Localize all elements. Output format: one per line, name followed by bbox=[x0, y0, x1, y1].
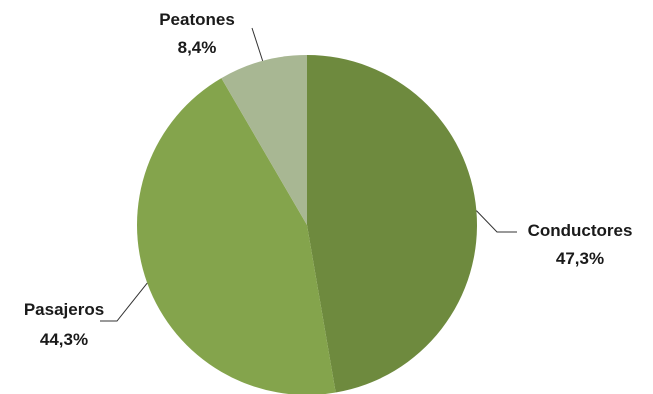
label-group-peatones: Peatones 8,4% bbox=[159, 10, 235, 57]
slice-value-pasajeros: 44,3% bbox=[40, 330, 88, 349]
slice-label-pasajeros: Pasajeros bbox=[24, 300, 104, 319]
pie-slices bbox=[137, 55, 478, 394]
leader-line-peatones bbox=[251, 27, 264, 62]
label-group-pasajeros: Pasajeros 44,3% bbox=[24, 300, 104, 349]
pie-slice-peatones bbox=[221, 55, 307, 225]
leader-line-conductores bbox=[476, 210, 517, 233]
slice-value-conductores: 47,3% bbox=[556, 249, 604, 268]
slice-label-peatones: Peatones bbox=[159, 10, 235, 29]
slice-label-conductores: Conductores bbox=[528, 221, 633, 240]
pie-slice-conductores bbox=[307, 55, 478, 393]
leader-line-pasajeros bbox=[100, 282, 148, 322]
label-group-conductores: Conductores 47,3% bbox=[528, 221, 633, 268]
leader-lines bbox=[100, 27, 517, 322]
slice-value-peatones: 8,4% bbox=[178, 38, 217, 57]
pie-slice-pasajeros bbox=[137, 78, 336, 394]
